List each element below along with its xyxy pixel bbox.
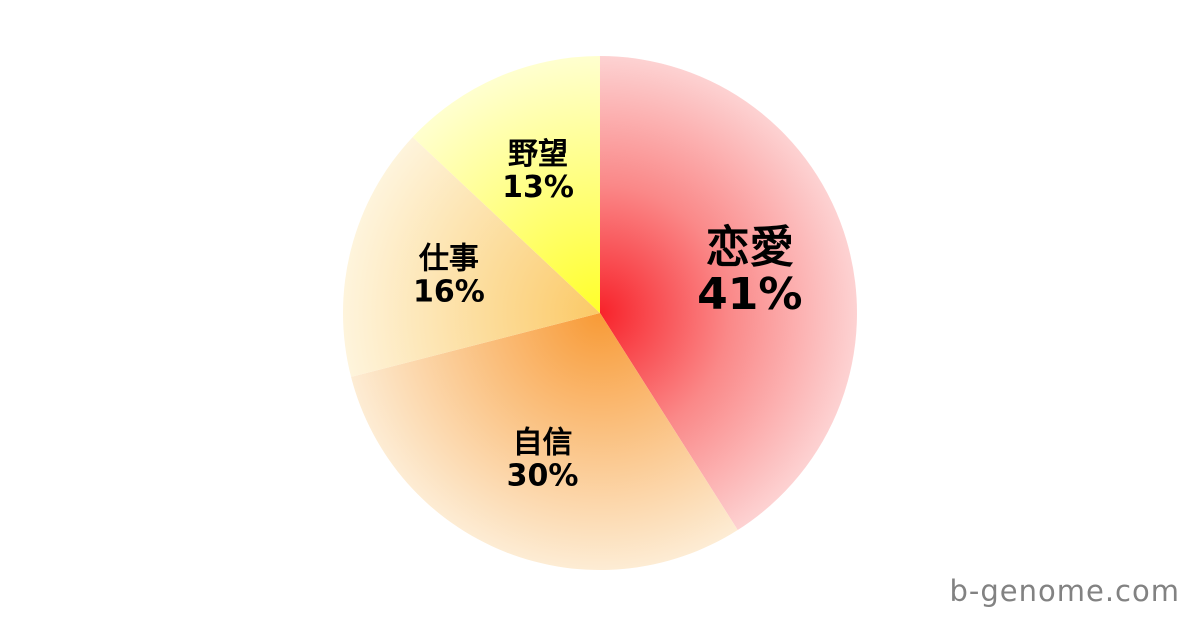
slice-label-percent: 16% <box>413 275 485 310</box>
pie-slice-labels: 恋愛 41%自信 30%仕事 16%野望 13% <box>413 137 802 493</box>
slice-label-1: 自信 30% <box>507 425 579 493</box>
pie-slice-1 <box>351 313 738 571</box>
slice-label-name: 野望 <box>508 137 568 172</box>
watermark-text: b-genome.com <box>949 574 1180 608</box>
pie-slices <box>342 56 857 571</box>
pie-slice-3 <box>412 56 600 313</box>
slice-label-3: 野望 13% <box>502 137 574 205</box>
slice-label-percent: 41% <box>697 269 802 320</box>
slice-label-2: 仕事 16% <box>413 242 485 310</box>
slice-label-name: 恋愛 <box>706 222 794 273</box>
pie-slice-2 <box>342 137 600 377</box>
slice-label-name: 自信 <box>513 425 573 460</box>
slice-label-percent: 30% <box>507 458 579 493</box>
slice-label-name: 仕事 <box>418 242 479 277</box>
slice-label-percent: 13% <box>502 170 574 205</box>
pie-slice-0 <box>600 56 857 530</box>
slice-label-0: 恋愛 41% <box>697 222 802 320</box>
